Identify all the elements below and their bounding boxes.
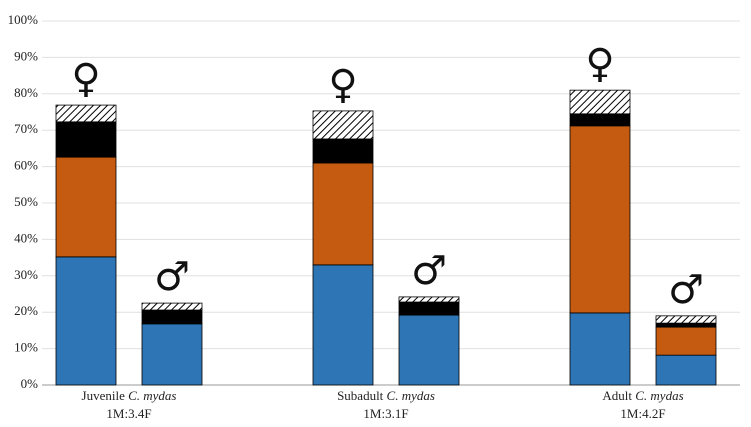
species-name: C. mydas bbox=[128, 388, 176, 403]
sex-ratio: 1M:3.1F bbox=[363, 406, 408, 421]
x-tick-label: Subadult C. mydas bbox=[337, 388, 435, 403]
bar-segment bbox=[655, 315, 717, 324]
bar-segment bbox=[55, 121, 117, 158]
bar-segment bbox=[141, 302, 203, 311]
bar-segment bbox=[55, 156, 117, 258]
group-name: Subadult bbox=[337, 388, 384, 403]
y-tick-label: 0% bbox=[21, 376, 39, 391]
sex-ratio: 1M:3.4F bbox=[106, 406, 151, 421]
y-tick-label: 60% bbox=[14, 158, 38, 173]
bar-segment bbox=[312, 110, 374, 140]
bar-segment bbox=[655, 326, 717, 356]
bar-segment bbox=[398, 314, 460, 386]
bar-segment bbox=[312, 162, 374, 266]
y-tick-label: 30% bbox=[14, 267, 38, 282]
bar-segment bbox=[312, 138, 374, 164]
y-tick-label: 50% bbox=[14, 194, 38, 209]
sex-ratio: 1M:4.2F bbox=[620, 406, 665, 421]
bar-segment bbox=[655, 322, 717, 328]
bar-segment bbox=[569, 113, 631, 127]
bar-segment bbox=[55, 104, 117, 123]
bar-segment bbox=[141, 309, 203, 325]
group-name: Adult bbox=[602, 388, 632, 403]
y-tick-label: 40% bbox=[14, 230, 38, 245]
x-tick-label: Juvenile C. mydas bbox=[82, 388, 177, 403]
bar-segment bbox=[141, 323, 203, 386]
sex-symbol: ♂ bbox=[411, 248, 447, 294]
y-tick-label: 80% bbox=[14, 85, 38, 100]
group-name: Juvenile bbox=[82, 388, 126, 403]
bar-segment bbox=[569, 125, 631, 314]
sex-symbol: ♀ bbox=[585, 41, 614, 87]
sex-symbol: ♂ bbox=[154, 254, 190, 300]
bar-segment bbox=[569, 89, 631, 115]
bar-segment bbox=[312, 264, 374, 386]
y-tick-label: 100% bbox=[8, 12, 39, 27]
bar-segment bbox=[569, 312, 631, 386]
y-tick-label: 10% bbox=[14, 340, 38, 355]
bar-segment bbox=[55, 256, 117, 386]
y-tick-label: 20% bbox=[14, 303, 38, 318]
bar-segment bbox=[655, 354, 717, 386]
sex-symbol: ♀ bbox=[328, 62, 357, 108]
sex-symbol: ♀ bbox=[71, 56, 100, 102]
bar-segment bbox=[398, 301, 460, 316]
sex-symbol: ♂ bbox=[668, 267, 704, 313]
y-tick-label: 70% bbox=[14, 121, 38, 136]
species-name: C. mydas bbox=[387, 388, 435, 403]
x-tick-label: Adult C. mydas bbox=[602, 388, 683, 403]
y-tick-label: 90% bbox=[14, 48, 38, 63]
species-name: C. mydas bbox=[635, 388, 683, 403]
bar-segment bbox=[398, 296, 460, 303]
